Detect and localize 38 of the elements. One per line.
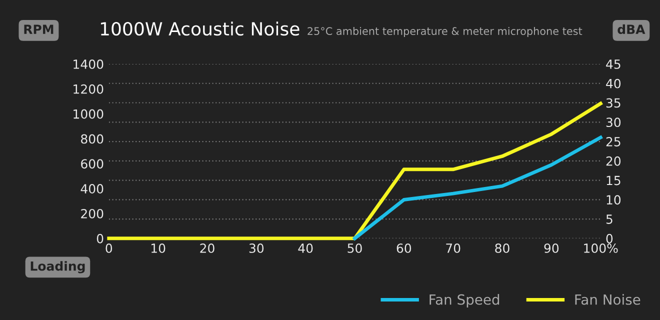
y2-tick-label: 0 <box>606 234 613 244</box>
y-tick-label: 1000 <box>74 109 104 119</box>
y-tick-label: 400 <box>80 184 104 194</box>
line-series <box>353 136 602 240</box>
legend-label: Fan Speed <box>430 294 500 308</box>
y2-axis-title: dBA <box>618 24 646 34</box>
y2-tick-label: 10 <box>606 195 621 205</box>
y2-tick-label: 5 <box>606 214 612 224</box>
y-tick-label: 800 <box>81 134 104 144</box>
x-tick-label: 60 <box>396 243 412 253</box>
y-tick-label: 600 <box>81 159 104 169</box>
x-axis-title: Loading <box>30 261 85 274</box>
line-series <box>107 102 602 240</box>
x-tick-label: 100% <box>584 243 618 253</box>
y2-tick-label: 35 <box>606 98 620 108</box>
y2-tick-label: 25 <box>606 136 620 146</box>
x-tick-label: 50 <box>348 243 362 253</box>
x-tick-label: 20 <box>200 243 214 253</box>
x-tick-label: 10 <box>151 243 166 253</box>
y-axis-title: RPM <box>24 24 54 34</box>
chart-subtitle: 25°C ambient temperature & meter microphone test <box>308 26 582 38</box>
x-tick-label: 30 <box>249 243 264 253</box>
y-tick-label: 200 <box>81 208 104 218</box>
x-tick-label: 40 <box>298 243 313 253</box>
x-tick-label: 80 <box>495 243 510 253</box>
x-tick-label: 90 <box>544 243 559 253</box>
y2-tick-label: 15 <box>606 176 620 186</box>
y-tick-label: 1400 <box>74 59 104 69</box>
y2-tick-label: 40 <box>606 78 621 88</box>
chart-title: 1000W Acoustic Noise <box>100 22 300 36</box>
y2-tick-label: 20 <box>606 156 621 166</box>
legend-label: Fan Noise <box>575 294 640 305</box>
x-tick-label: 70 <box>446 243 460 253</box>
y2-tick-label: 30 <box>606 118 621 128</box>
y-tick-label: 0 <box>96 234 104 244</box>
y-tick-label: 1200 <box>74 84 104 94</box>
x-tick-label: 0 <box>106 243 112 253</box>
y2-tick-label: 45 <box>606 60 620 69</box>
